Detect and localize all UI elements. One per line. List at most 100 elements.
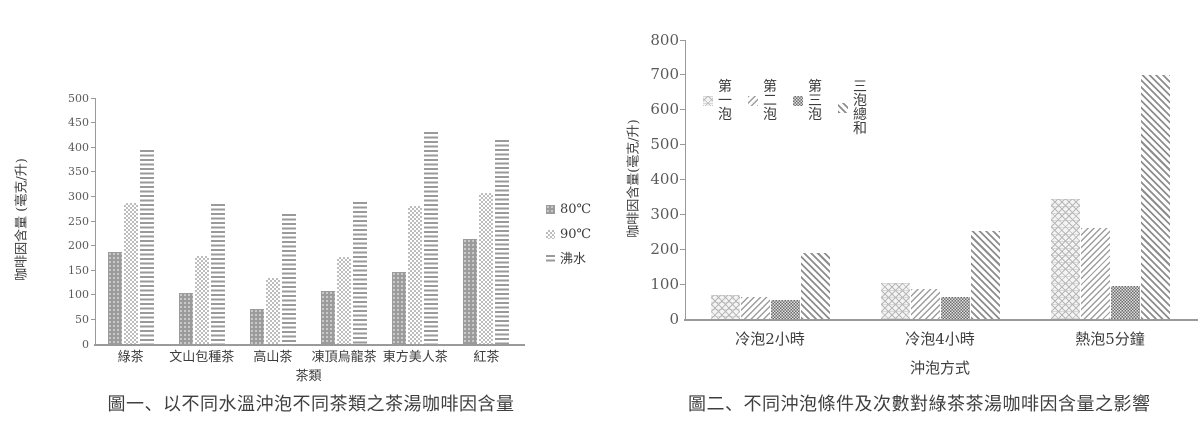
- 沸水-legend-marker: [546, 255, 555, 264]
- legend-item: 沸水: [546, 253, 586, 266]
- y-tick-label: 50: [75, 312, 89, 326]
- category-label: 東方美人茶: [382, 350, 448, 365]
- figure1-caption: 圖一、以不同水溫沖泡不同茶類之茶湯咖啡因含量: [107, 394, 515, 414]
- 第一泡-legend-marker: [703, 96, 713, 106]
- legend-label: 三泡總和: [853, 79, 867, 137]
- x-axis-line: [684, 319, 1198, 321]
- y-tick-mark: [91, 97, 95, 99]
- y-tick-label: 100: [68, 288, 89, 302]
- bar: [337, 257, 351, 344]
- bar: [495, 140, 509, 344]
- y-tick-mark: [680, 248, 685, 250]
- category-label: 冷泡2小時: [735, 330, 805, 348]
- y-tick-label: 500: [650, 135, 679, 154]
- 第二泡-legend-marker: [748, 96, 758, 106]
- y-tick-label: 450: [68, 116, 89, 130]
- legend-label: 第三泡: [808, 79, 822, 123]
- y-tick-mark: [91, 220, 95, 222]
- category-label: 熱泡5分鐘: [1075, 330, 1145, 348]
- bar: [282, 214, 296, 344]
- y-tick-mark: [91, 318, 95, 320]
- y-tick-label: 100: [650, 274, 679, 293]
- legend-item: 第一泡: [703, 80, 732, 122]
- y-axis-title: 咖啡因含量(毫克/升): [626, 118, 642, 238]
- bar: [108, 252, 122, 344]
- y-tick-label: 200: [68, 239, 89, 253]
- y-tick-label: 300: [68, 189, 89, 203]
- y-tick-mark: [91, 195, 95, 197]
- bar: [881, 283, 910, 319]
- category-label: 紅茶: [473, 350, 500, 365]
- y-tick-mark: [91, 269, 95, 271]
- y-tick-label: 0: [669, 309, 679, 328]
- y-axis-title: 咖啡因含量 (毫克/升): [14, 158, 30, 281]
- bar: [211, 204, 225, 344]
- y-tick-mark: [91, 245, 95, 247]
- bar: [941, 297, 970, 319]
- category-label: 文山包種茶: [169, 350, 235, 365]
- bar: [195, 256, 209, 344]
- y-tick-label: 250: [68, 214, 89, 228]
- bar: [1081, 228, 1110, 319]
- legend-label: 90℃: [560, 227, 592, 242]
- 第三泡-legend-marker: [793, 96, 803, 106]
- bar: [250, 309, 264, 344]
- bar: [1111, 286, 1140, 319]
- y-tick-mark: [91, 171, 95, 173]
- bar: [771, 300, 800, 319]
- category-label: 高山茶: [253, 350, 293, 365]
- legend-label: 第一泡: [718, 79, 732, 123]
- bar: [479, 193, 493, 344]
- legend-item: 第二泡: [748, 80, 777, 122]
- bar: [424, 132, 438, 344]
- y-axis-line: [685, 40, 686, 319]
- 80℃-legend-marker: [546, 205, 555, 214]
- y-axis-line: [95, 98, 96, 344]
- y-tick-label: 700: [650, 65, 679, 84]
- bar: [140, 150, 154, 344]
- legend-item: 第三泡: [793, 80, 822, 122]
- y-tick-mark: [680, 109, 685, 111]
- y-tick-label: 400: [68, 140, 89, 154]
- x-axis-title: 茶類: [295, 369, 322, 384]
- y-tick-label: 400: [650, 170, 679, 188]
- bar: [321, 291, 335, 344]
- bar: [408, 206, 422, 344]
- y-tick-mark: [91, 146, 95, 148]
- legend: 80℃ 90℃ 沸水: [546, 203, 591, 266]
- bar: [801, 253, 830, 319]
- legend-item: 三泡總和: [838, 80, 867, 136]
- y-tick-label: 500: [68, 91, 89, 105]
- legend: 第一泡 第二泡 第三泡 三泡總和: [703, 80, 867, 136]
- y-tick-label: 0: [82, 337, 89, 351]
- y-tick-label: 150: [68, 263, 89, 277]
- y-tick-mark: [680, 144, 685, 146]
- y-tick-mark: [91, 122, 95, 124]
- y-tick-mark: [91, 294, 95, 296]
- category-label: 凍頂烏龍茶: [311, 350, 377, 365]
- 三泡總和-legend-marker: [838, 103, 848, 113]
- bar: [711, 295, 740, 319]
- y-tick-mark: [680, 213, 685, 215]
- bar: [741, 297, 770, 319]
- y-tick-label: 200: [650, 239, 679, 258]
- bar: [124, 203, 138, 344]
- y-tick-mark: [680, 283, 685, 285]
- bar: [1051, 199, 1080, 319]
- x-axis-line: [94, 344, 525, 346]
- bar: [266, 278, 280, 344]
- legend-item: 80℃: [546, 203, 591, 216]
- legend-item: 90℃: [546, 228, 591, 241]
- bar: [392, 272, 406, 344]
- y-tick-mark: [680, 74, 685, 76]
- legend-label: 沸水: [560, 252, 587, 267]
- category-label: 冷泡4小時: [905, 330, 975, 348]
- bar: [353, 202, 367, 344]
- bar: [463, 239, 477, 344]
- bar: [1141, 75, 1170, 319]
- y-tick-mark: [680, 179, 685, 180]
- bar: [971, 231, 1000, 319]
- y-tick-mark: [680, 39, 685, 41]
- legend-label: 第二泡: [763, 79, 777, 123]
